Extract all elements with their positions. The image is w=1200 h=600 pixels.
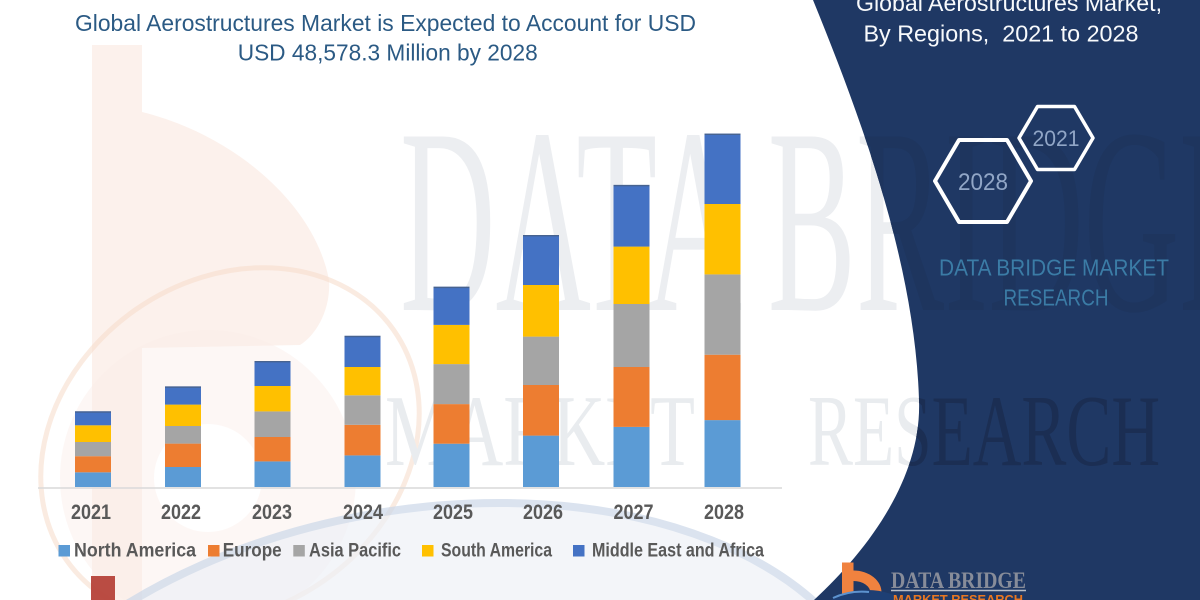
- svg-text:2022: 2022: [161, 501, 201, 524]
- svg-text:MARKET RESEARCH: MARKET RESEARCH: [893, 592, 1023, 600]
- svg-text:Global Aerostructures Market,: Global Aerostructures Market,: [856, 0, 1162, 16]
- svg-text:DATA BRIDGE MARKET: DATA BRIDGE MARKET: [939, 255, 1169, 281]
- svg-text:South America: South America: [441, 541, 552, 562]
- svg-text:2028: 2028: [958, 169, 1008, 196]
- svg-text:2021: 2021: [1033, 126, 1080, 151]
- svg-text:North America: North America: [74, 541, 196, 562]
- svg-text:Global Aerostructures Market i: Global Aerostructures Market is Expected…: [75, 10, 696, 36]
- svg-text:2027: 2027: [614, 501, 654, 524]
- svg-text:DATA BRIDGE: DATA BRIDGE: [891, 568, 1026, 593]
- svg-text:USD 48,578.3 Million by 2028: USD 48,578.3 Million by 2028: [238, 40, 538, 66]
- svg-text:Asia Pacific: Asia Pacific: [309, 541, 401, 562]
- svg-text:2028: 2028: [704, 501, 744, 524]
- svg-text:Middle East and Africa: Middle East and Africa: [592, 541, 764, 562]
- svg-text:2023: 2023: [252, 501, 292, 524]
- svg-text:RESEARCH: RESEARCH: [1004, 285, 1109, 311]
- svg-text:By Regions, 2021 to 2028: By Regions, 2021 to 2028: [864, 21, 1139, 47]
- svg-text:2026: 2026: [523, 501, 563, 524]
- svg-text:Europe: Europe: [223, 541, 282, 562]
- svg-text:2021: 2021: [71, 501, 111, 524]
- svg-text:2024: 2024: [343, 501, 383, 524]
- svg-text:2025: 2025: [433, 501, 473, 524]
